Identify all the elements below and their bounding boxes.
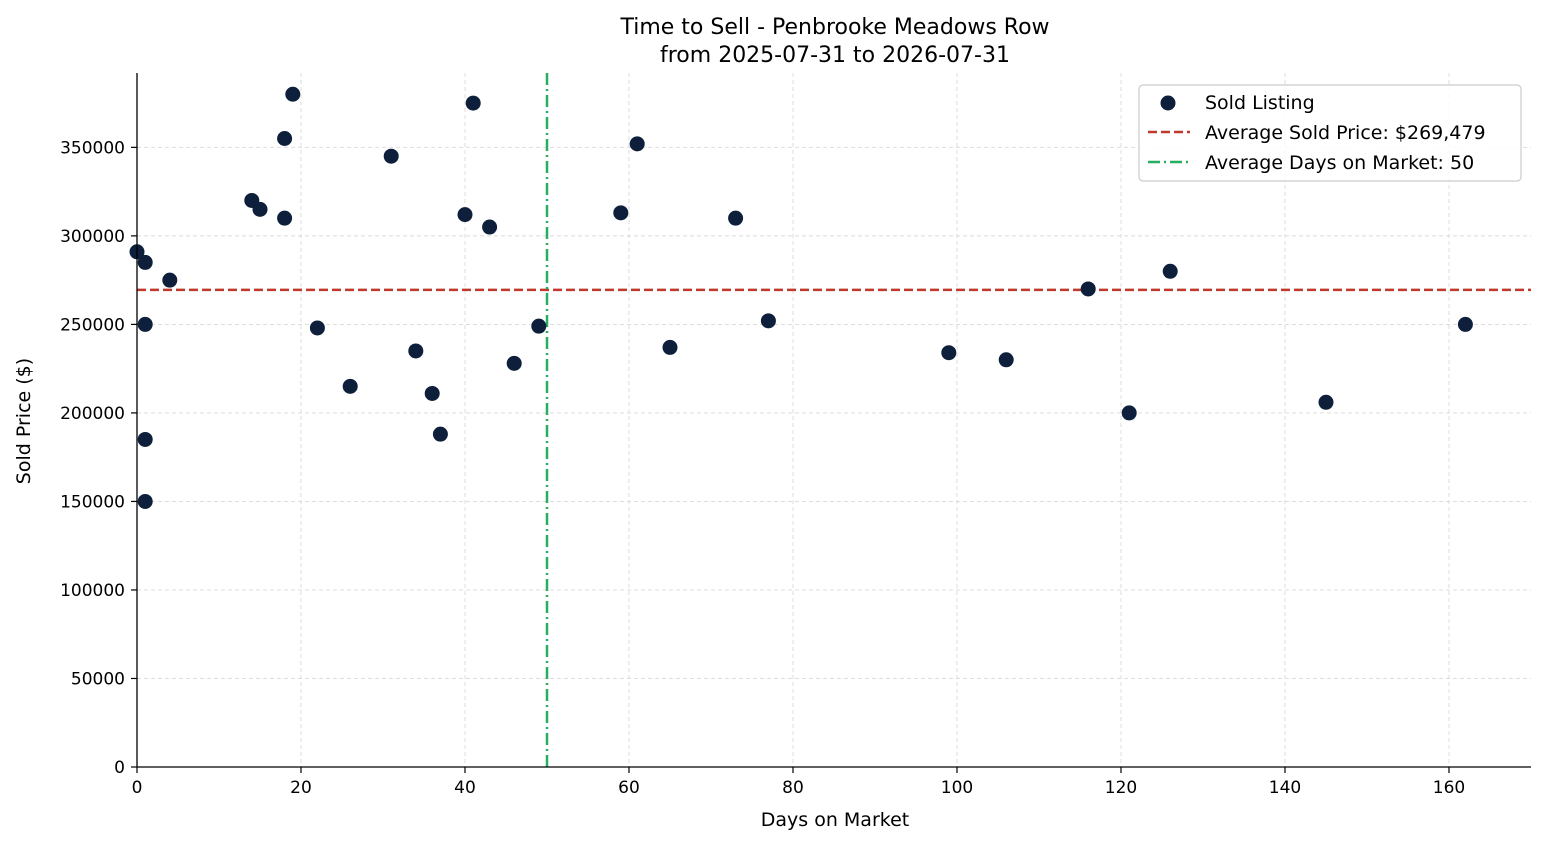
x-tick-label: 40: [454, 778, 476, 798]
data-point: [432, 426, 448, 442]
data-point: [1121, 405, 1137, 421]
data-point: [162, 272, 178, 288]
data-point: [998, 352, 1014, 368]
legend-box: [1138, 84, 1522, 182]
y-tick-label: 250000: [60, 315, 125, 335]
data-point: [383, 148, 399, 164]
data-point: [728, 210, 744, 226]
x-axis-label: Days on Market: [761, 809, 909, 831]
data-point: [662, 339, 678, 355]
x-tick-label: 20: [290, 778, 312, 798]
data-point: [1080, 281, 1096, 297]
data-point: [1457, 316, 1473, 332]
data-point: [629, 136, 645, 152]
axes: [136, 73, 1531, 768]
data-point: [941, 345, 957, 361]
data-point: [457, 207, 473, 223]
data-point: [137, 254, 153, 270]
data-point: [137, 316, 153, 332]
legend-label-average-price: Average Sold Price: $269,479: [1205, 122, 1486, 144]
legend-label-sold-listing: Sold Listing: [1205, 92, 1315, 114]
legend: Sold Listing Average Sold Price: $269,47…: [1138, 84, 1522, 182]
legend-label-average-days: Average Days on Market: 50: [1205, 152, 1474, 174]
y-tick-label: 100000: [60, 581, 125, 601]
y-axis-label: Sold Price ($): [13, 358, 35, 484]
data-point: [277, 210, 293, 226]
x-tick-label: 160: [1433, 778, 1465, 798]
data-point: [137, 431, 153, 447]
data-point: [531, 318, 547, 334]
y-tick-label: 350000: [60, 138, 125, 158]
data-point: [137, 493, 153, 509]
data-point: [465, 95, 481, 111]
x-tick-label: 140: [1269, 778, 1301, 798]
y-tick-label: 50000: [71, 669, 125, 689]
x-tick-label: 120: [1105, 778, 1137, 798]
reference-lines: [137, 73, 1531, 767]
y-tick-label: 300000: [60, 227, 125, 247]
data-point: [408, 343, 424, 359]
data-point: [285, 86, 301, 102]
data-point: [482, 219, 498, 235]
x-tick-label: 60: [618, 778, 640, 798]
data-point: [277, 131, 293, 147]
y-tick-label: 0: [114, 758, 125, 778]
x-tick-label: 100: [941, 778, 973, 798]
y-tick-label: 200000: [60, 404, 125, 424]
chart-title: Time to Sell - Penbrooke Meadows Row: [619, 15, 1049, 40]
legend-marker-sold-listing: [1160, 95, 1176, 111]
y-tick-label: 150000: [60, 492, 125, 512]
grid-lines: [137, 73, 1531, 767]
data-point: [252, 201, 268, 217]
x-tick-label: 0: [132, 778, 143, 798]
chart-subtitle: from 2025-07-31 to 2026-07-31: [660, 43, 1010, 68]
data-point: [1162, 263, 1178, 279]
data-point: [342, 378, 358, 394]
data-point: [1318, 394, 1334, 410]
data-point: [424, 385, 440, 401]
x-tick-label: 80: [782, 778, 804, 798]
data-point: [760, 313, 776, 329]
axis-ticks: 0 20 40 60 80 100 120 140 160 0 50000 100000 150000 2…: [60, 138, 1465, 798]
data-point: [613, 205, 629, 221]
data-point: [506, 355, 522, 371]
data-point: [309, 320, 325, 336]
data-points: [129, 86, 1473, 509]
